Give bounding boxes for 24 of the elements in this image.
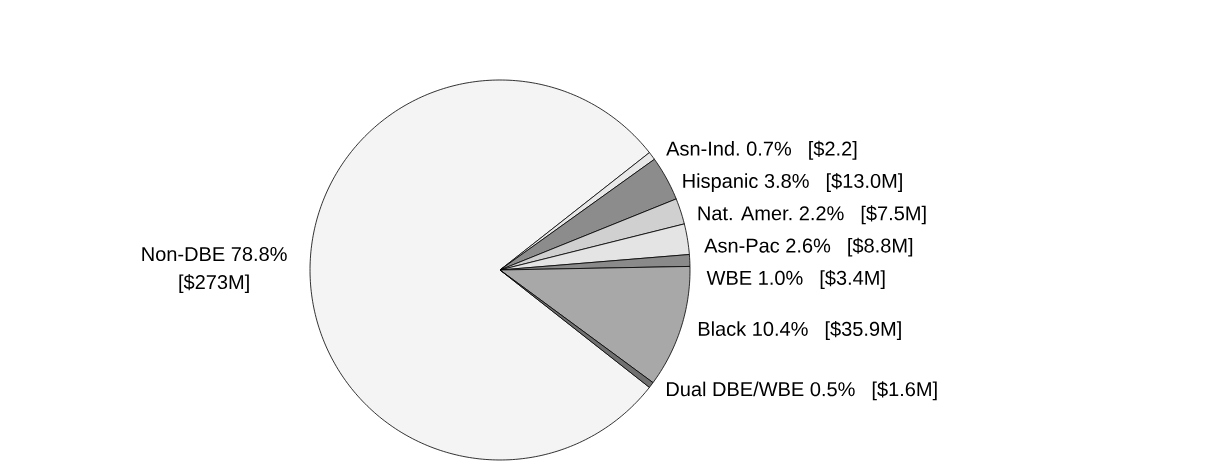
data-label: 2.2% (799, 206, 844, 221)
text: [$273M] (179, 274, 249, 294)
slice-label: Asn-Ind. (666, 141, 739, 156)
text: [$35.9M] (825, 320, 901, 340)
data-label: 0.5% (810, 382, 855, 397)
data-label: 0.7% (746, 141, 792, 156)
text: [$7.5M] (861, 205, 926, 225)
text: [$1.6M] (872, 381, 937, 401)
data-label: 78.8% (231, 246, 287, 262)
slice-label: Non-DBE (142, 247, 225, 262)
data-label: 1.0% (759, 270, 803, 285)
data-label: 2.6% (786, 238, 831, 253)
text: [$2.2] (809, 140, 857, 160)
slice-label: Hispanic (683, 173, 758, 192)
slice-label: Dual DBE/WBE (667, 381, 804, 397)
slice-label: Black (698, 321, 747, 336)
text: [$8.8M] (848, 237, 913, 257)
slice-label: Asn-Pac (704, 238, 780, 253)
text: [$13.0M] (826, 173, 902, 192)
slice-label: Nat. Amer. (698, 206, 792, 221)
text: [$3.4M] (820, 269, 885, 289)
data-label: 3.8% (764, 173, 809, 189)
slice-label: WBE (706, 270, 752, 285)
data-label: 10.4% (753, 321, 808, 336)
